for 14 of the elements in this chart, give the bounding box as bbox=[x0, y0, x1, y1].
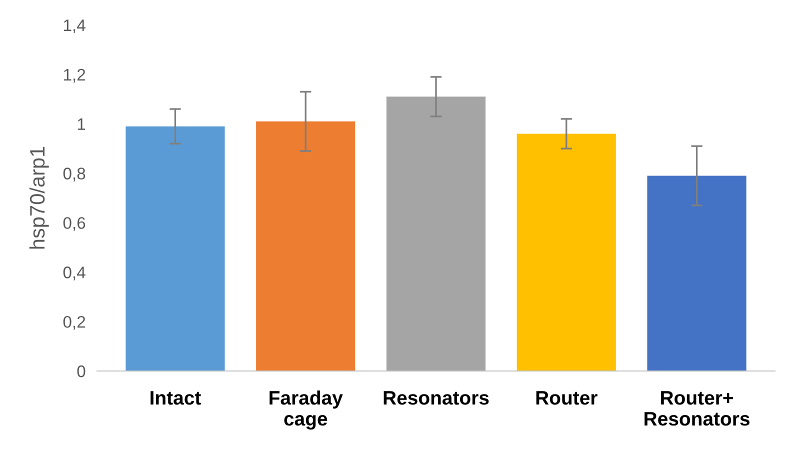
y-axis-title: hsp70/arp1 bbox=[29, 146, 49, 249]
y-tick-label: 1,4 bbox=[64, 20, 86, 34]
x-tick-label: Faraday cage bbox=[270, 390, 343, 430]
x-tick-label: Router+ Resonators bbox=[644, 391, 750, 426]
y-tick-label: 0,6 bbox=[63, 217, 86, 231]
y-tick-label: 0,4 bbox=[63, 266, 86, 280]
y-tick-label: 0,2 bbox=[63, 316, 86, 330]
y-tick-label: 0 bbox=[77, 365, 86, 378]
x-tick-label: Router bbox=[536, 391, 598, 405]
x-tick-label: Resonators bbox=[384, 391, 489, 405]
y-tick-label: 1,2 bbox=[64, 68, 86, 83]
y-tick-label: 1 bbox=[78, 118, 86, 130]
x-tick-label: Intact bbox=[150, 391, 201, 405]
y-tick-label: 0,8 bbox=[63, 168, 86, 182]
